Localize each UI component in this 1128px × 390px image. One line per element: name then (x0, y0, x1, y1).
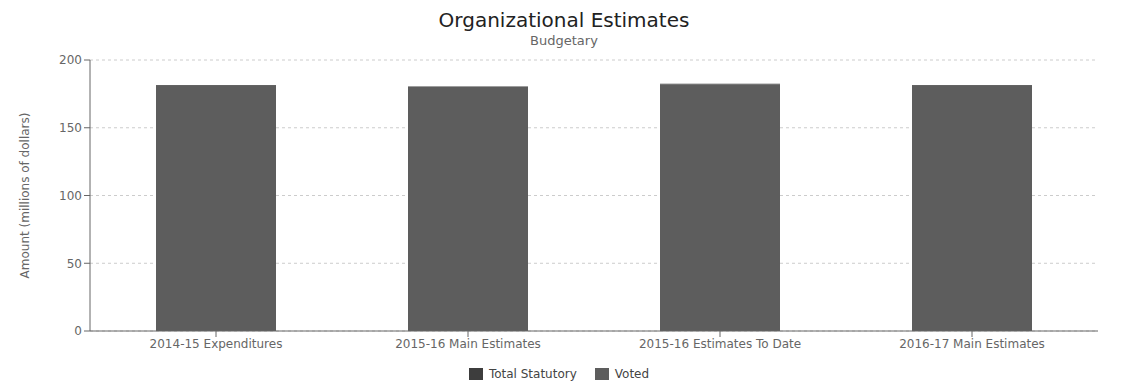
svg-text:2014-15 Expenditures: 2014-15 Expenditures (150, 337, 283, 351)
svg-text:2015-16 Estimates To Date: 2015-16 Estimates To Date (639, 337, 801, 351)
html-text:Voted: Voted (614, 367, 650, 381)
html-text:Organizational Estimates: Organizational Estimates (438, 8, 690, 32)
svg-text:150: 150 (59, 121, 82, 135)
html-text:Budgetary: Budgetary (530, 33, 598, 48)
svg-text:50: 50 (67, 257, 82, 271)
svg-text:Amount (millions of dollars): Amount (millions of dollars) (18, 113, 32, 279)
svg-text:0: 0 (74, 324, 82, 338)
svg-text:2015-16 Main Estimates: 2015-16 Main Estimates (395, 337, 541, 351)
svg-text:100: 100 (59, 189, 82, 203)
svg-text:2016-17 Main Estimates: 2016-17 Main Estimates (899, 337, 1045, 351)
svg-text:200: 200 (59, 53, 82, 67)
html-text:Total Statutory: Total Statutory (488, 367, 577, 381)
